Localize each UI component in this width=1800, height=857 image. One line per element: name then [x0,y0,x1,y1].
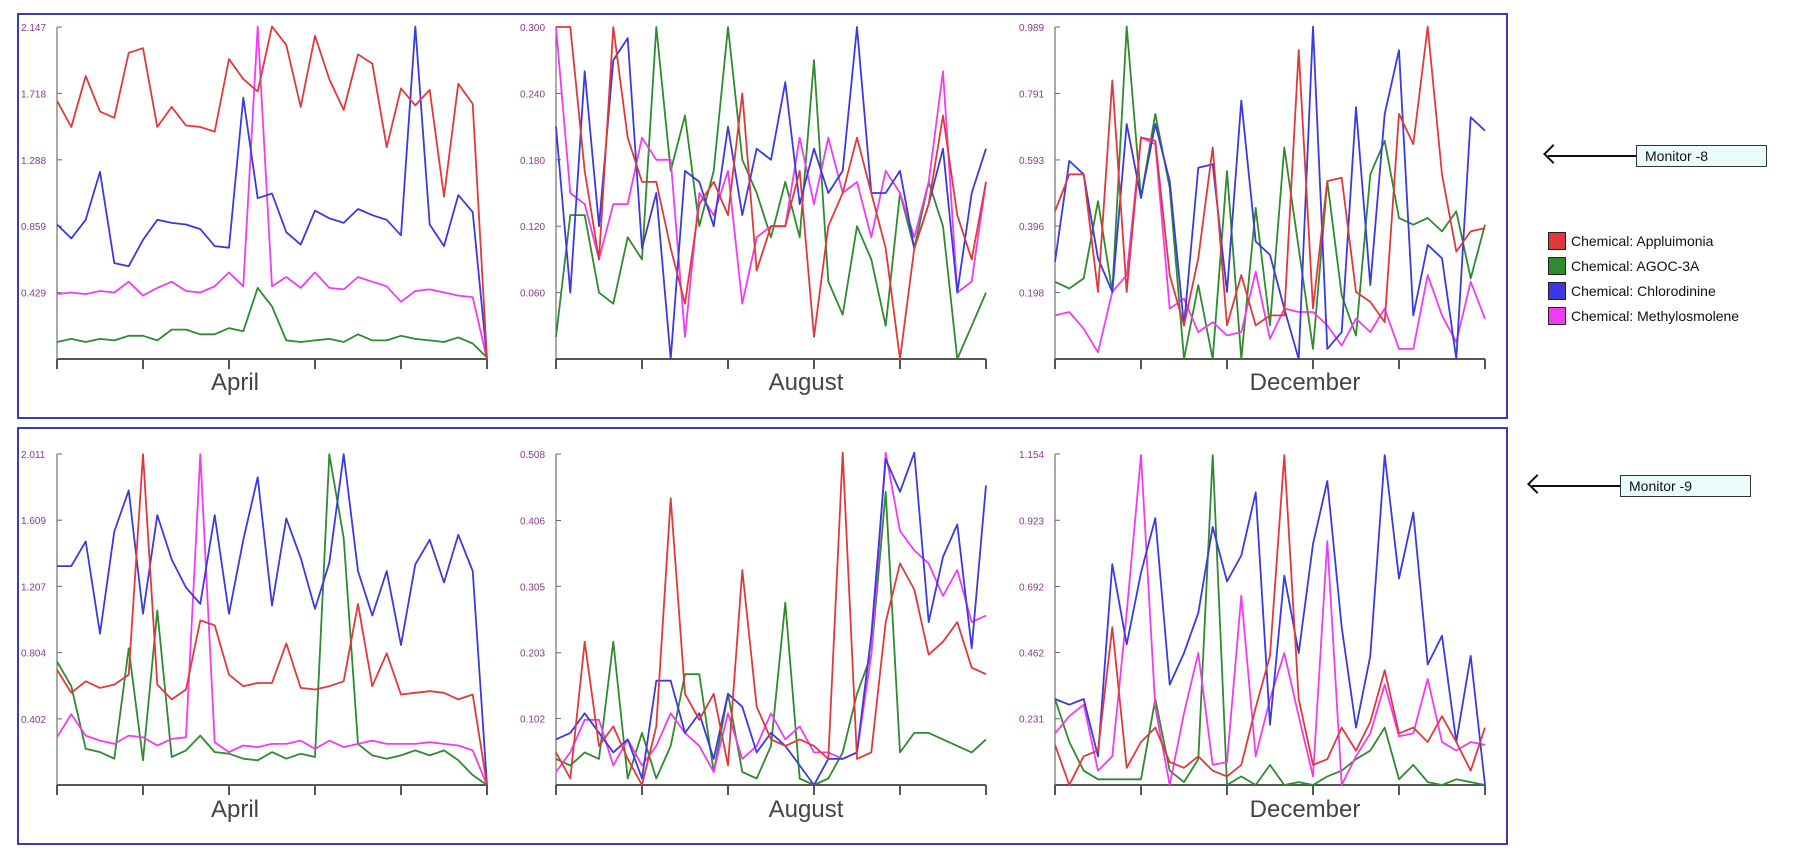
legend-label: Chemical: AGOC-3A [1571,257,1700,274]
monitor-9-panel [17,427,1508,845]
series-line-methylosmolene-monitor--8-december [1054,136,1486,354]
y-tick-label: 0.305 [520,582,545,593]
x-month-label: April [211,796,259,823]
legend-swatch [1548,281,1566,300]
y-tick-label: 0.240 [520,89,545,100]
monitor-8-label: Monitor -8 [1636,145,1767,167]
legend-swatch [1548,256,1566,275]
series-line-agoc-3a-monitor--8-april [56,286,488,359]
x-month-label: April [211,369,259,396]
legend-item-chlorodinine: Chemical: Chlorodinine [1548,278,1739,303]
legend-swatch [1548,231,1566,250]
series-line-agoc-3a-monitor--9-august [555,490,987,786]
series-line-chlorodinine-monitor--8-april [56,25,488,360]
series-line-appluimonia-monitor--8-april [56,25,488,360]
y-tick-label: 0.429 [21,289,46,300]
monitor-8-callout: Monitor -8 [1548,145,1767,167]
y-tick-label: 0.396 [1019,222,1044,233]
y-tick-label: 0.406 [520,516,545,527]
legend-item-methylosmolene: Chemical: Methylosmolene [1548,303,1739,328]
legend-item-appluimonia: Chemical: Appluimonia [1548,228,1739,253]
y-tick-label: 0.180 [520,156,545,167]
y-tick-label: 0.402 [21,715,46,726]
series-line-agoc-3a-monitor--8-december [1054,25,1486,360]
series-line-chlorodinine-monitor--9-december [1054,454,1486,786]
series-line-appluimonia-monitor--8-august [556,26,987,360]
legend: Chemical: Appluimonia Chemical: AGOC-3A … [1548,228,1739,328]
arrow-left-icon [1532,485,1620,487]
legend-swatch [1548,306,1566,325]
y-tick-label: 0.120 [520,222,545,233]
y-tick-label: 0.231 [1019,715,1044,726]
y-tick-label: 1.718 [21,89,46,100]
series-line-appluimonia-monitor--9-december [1054,454,1486,786]
y-tick-label: 0.198 [1019,289,1044,300]
series-line-chlorodinine-monitor--8-december [1054,25,1486,360]
y-tick-label: 0.859 [21,222,46,233]
arrow-left-icon [1548,155,1636,157]
monitor-9-callout: Monitor -9 [1532,475,1751,497]
y-tick-label: 1.609 [21,516,46,527]
series-line-agoc-3a-monitor--9-april [56,453,488,786]
y-tick-label: 0.508 [520,450,545,461]
series-line-methylosmolene-monitor--9-april [56,453,488,786]
series-line-methylosmolene-monitor--8-august [555,26,987,338]
monitor-9-label: Monitor -9 [1620,475,1751,497]
series-line-agoc-3a-monitor--9-december [1054,454,1486,786]
y-tick-label: 1.207 [21,582,46,593]
y-tick-label: 2.011 [21,450,46,461]
y-tick-label: 0.923 [1019,516,1044,527]
legend-label: Chemical: Appluimonia [1571,232,1714,249]
monitor-8-panel [17,13,1508,419]
x-month-label: December [1250,369,1361,396]
x-month-label: August [769,796,844,823]
y-tick-label: 0.060 [520,289,545,300]
y-tick-label: 0.692 [1019,583,1044,594]
series-line-appluimonia-monitor--9-april [56,453,488,786]
y-tick-label: 1.288 [21,156,46,167]
y-tick-label: 0.203 [520,649,545,660]
x-month-label: December [1250,796,1361,823]
series-line-appluimonia-monitor--8-december [1054,25,1486,327]
y-tick-label: 0.102 [520,715,545,726]
y-tick-label: 2.147 [21,23,46,34]
y-tick-label: 0.300 [520,23,545,34]
y-tick-label: 1.154 [1019,450,1044,461]
series-line-chlorodinine-monitor--9-august [555,451,987,786]
series-line-appluimonia-monitor--9-august [555,451,987,786]
legend-item-agoc-3a: Chemical: AGOC-3A [1548,253,1739,278]
x-month-label: August [769,369,844,396]
legend-label: Chemical: Chlorodinine [1571,282,1716,299]
y-tick-label: 0.804 [21,649,46,660]
series-line-methylosmolene-monitor--8-april [56,25,488,360]
y-tick-label: 0.989 [1019,23,1044,34]
series-line-methylosmolene-monitor--9-august [555,451,987,773]
series-line-chlorodinine-monitor--9-april [57,453,488,786]
series-line-methylosmolene-monitor--9-december [1054,454,1486,786]
legend-label: Chemical: Methylosmolene [1571,307,1740,324]
y-tick-label: 0.593 [1019,156,1044,167]
y-tick-label: 0.791 [1019,89,1044,100]
y-tick-label: 0.462 [1019,648,1044,659]
